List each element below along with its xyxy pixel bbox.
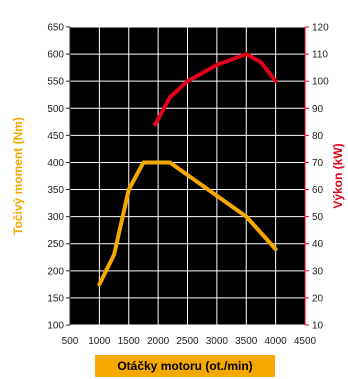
x-axis-tick-label: 500 bbox=[62, 336, 79, 347]
x-axis-tick-label: 3500 bbox=[235, 336, 258, 347]
left-axis-tick-label: 400 bbox=[47, 158, 64, 169]
x-axis-title: Otáčky motoru (ot./min) bbox=[117, 359, 252, 373]
right-axis-tick-label: 30 bbox=[312, 266, 324, 277]
right-axis-title: Výkon (kW) bbox=[331, 143, 345, 208]
x-axis-tick-label: 2000 bbox=[147, 336, 170, 347]
torque-series-line bbox=[97, 160, 278, 287]
left-axis-tick-label: 200 bbox=[47, 266, 64, 277]
left-axis-tick-label: 150 bbox=[47, 293, 64, 304]
left-axis-tick-label: 100 bbox=[47, 321, 64, 332]
right-axis-tick-label: 80 bbox=[312, 131, 324, 142]
x-axis-tick-label: 4000 bbox=[265, 336, 288, 347]
left-axis-tick-label: 450 bbox=[47, 131, 64, 142]
right-axis-tick-label: 100 bbox=[312, 77, 329, 88]
right-axis-tick-label: 10 bbox=[312, 321, 324, 332]
right-axis-tick-label: 60 bbox=[312, 185, 324, 196]
right-axis-tick-label: 20 bbox=[312, 293, 324, 304]
right-axis-tick-label: 120 bbox=[312, 23, 329, 34]
x-axis-tick-label: 1500 bbox=[118, 336, 141, 347]
left-axis-tick-label: 600 bbox=[47, 50, 64, 61]
x-axis-tick-label: 3000 bbox=[206, 336, 229, 347]
series-group bbox=[97, 52, 278, 287]
right-axis-tick-label: 110 bbox=[312, 50, 328, 61]
left-axis-title: Točivý moment (Nm) bbox=[11, 117, 25, 235]
x-axis-tick-label: 1000 bbox=[88, 336, 111, 347]
left-axis-tick-label: 550 bbox=[47, 77, 64, 88]
right-axis-tick-label: 40 bbox=[312, 239, 324, 250]
left-axis-tick-label: 650 bbox=[47, 23, 64, 34]
titles-group: Točivý moment (Nm) Výkon (kW) Otáčky motor… bbox=[11, 117, 345, 377]
x-axis-tick-label: 4500 bbox=[294, 336, 317, 347]
left-axis-tick-label: 500 bbox=[47, 104, 64, 115]
left-axis-tick-label: 300 bbox=[47, 212, 64, 223]
axes-group: 100 150 200 250 300 350 400 450 500 550 600 650 10 20… bbox=[47, 23, 329, 348]
x-axis-tick-label: 2500 bbox=[176, 336, 199, 347]
right-axis-tick-label: 50 bbox=[312, 212, 324, 223]
right-axis-tick-label: 70 bbox=[312, 158, 324, 169]
power-series-line bbox=[153, 52, 278, 127]
left-axis-tick-label: 350 bbox=[47, 185, 64, 196]
x-axis-title-bar bbox=[95, 355, 275, 377]
right-axis-tick-label: 90 bbox=[312, 104, 324, 115]
left-axis-tick-label: 250 bbox=[47, 239, 64, 250]
